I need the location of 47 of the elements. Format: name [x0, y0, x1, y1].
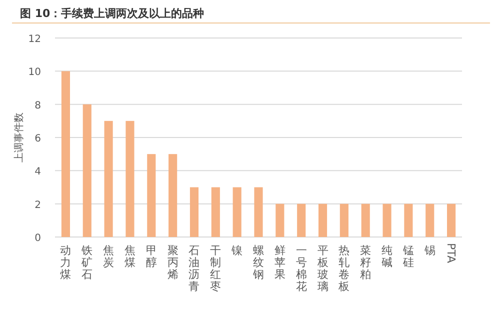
bar [447, 204, 456, 237]
x-tick-label: PTA [444, 243, 458, 264]
x-tick-label: 聚丙烯 [167, 244, 178, 281]
bar [404, 204, 413, 237]
x-tick-label: 热轧卷板 [338, 244, 350, 293]
x-tick-label: 镍 [230, 244, 243, 257]
y-tick-label: 8 [34, 100, 41, 112]
bar [254, 187, 263, 237]
bar [168, 154, 178, 237]
bar [82, 104, 92, 237]
bar [318, 204, 328, 237]
bar [361, 204, 370, 237]
x-tick-label: 甲醇 [146, 244, 157, 269]
x-tick-label: 动力煤 [60, 244, 72, 281]
y-tick-label: 6 [34, 134, 41, 144]
x-tick-label: 焦煤 [124, 244, 136, 269]
x-tick-label: 锡 [423, 244, 436, 257]
y-tick-label: 0 [34, 233, 41, 244]
bar [190, 187, 199, 237]
bar [232, 187, 242, 237]
y-tick-label: 4 [34, 166, 41, 178]
bar [426, 204, 434, 237]
bar [340, 204, 348, 237]
bar [297, 204, 306, 237]
bar [61, 71, 70, 237]
x-tick-label: 菜籽粕 [360, 244, 372, 281]
x-tick-label: 干制红枣 [210, 244, 222, 293]
x-tick-label: 焦炭 [103, 244, 114, 269]
y-tick-label: 2 [34, 200, 41, 211]
x-tick-label: 鲜苹果 [274, 244, 286, 281]
bar [382, 204, 392, 237]
bar [126, 120, 134, 237]
x-tick-label: 锰硅 [402, 244, 414, 269]
y-axis-title: 上调事件数 [13, 112, 25, 162]
x-tick-label: 纯碱 [382, 244, 393, 269]
x-tick-label: 一号棉花 [296, 244, 307, 293]
bar [211, 187, 220, 237]
x-tick-label: 平板玻璃 [316, 244, 328, 293]
bar [104, 120, 113, 237]
x-tick-label: 石油沥青 [188, 244, 200, 293]
bar [276, 204, 284, 237]
x-tick-label: 铁矿石 [80, 244, 93, 281]
x-tick-label: 螺纹钢 [252, 244, 264, 281]
y-tick-label: 10 [28, 67, 41, 78]
bar [147, 154, 156, 237]
chart-title: 图 10：手续费上调两次及以上的品种 [20, 7, 204, 20]
y-tick-label: 12 [28, 34, 41, 45]
